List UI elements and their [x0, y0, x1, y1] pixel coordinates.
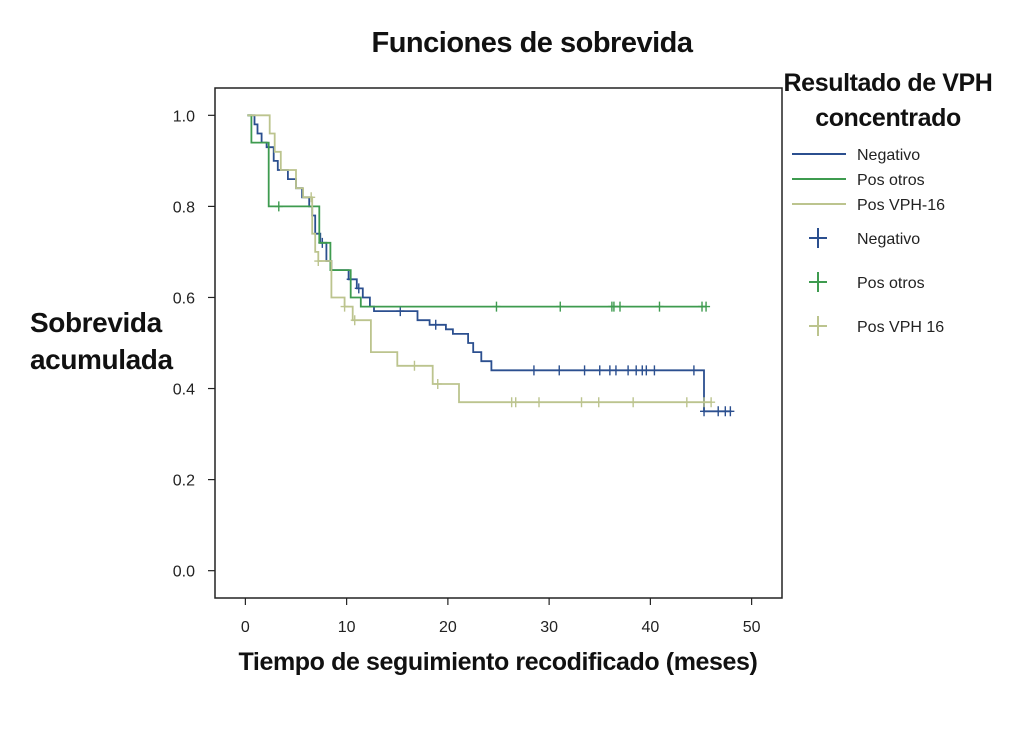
censor-mark-2-5	[433, 378, 442, 389]
censor-mark-2-1	[314, 256, 323, 267]
legend-censor-label-1: Pos otros	[857, 275, 925, 292]
series-layer	[247, 114, 735, 417]
censor-mark-0-6	[555, 365, 564, 376]
legend-entries: Negativo Negativo Pos otros Pos otros Pos VP…	[792, 147, 945, 336]
x-axis-title: Tiempo de seguimiento recodificado (mese…	[239, 648, 758, 676]
y-tick-label-0: 0.0	[173, 564, 195, 581]
x-tick-label-1: 10	[338, 619, 356, 636]
legend-censor-swatch-1	[809, 272, 827, 292]
censor-mark-0-11	[624, 365, 633, 376]
censor-mark-0-3	[396, 306, 405, 317]
censor-mark-0-14	[642, 365, 651, 376]
series-2	[247, 114, 716, 408]
y-tick-label-5: 1.0	[173, 108, 195, 125]
plot-frame	[214, 87, 783, 599]
legend-censor-swatch-2	[809, 316, 827, 336]
censor-mark-2-11	[629, 397, 638, 408]
censor-mark-2-4	[410, 360, 419, 371]
axes: 0 10 20 30 40 50 0.0 0.2 0.4 0.6 0.8 1.0	[173, 108, 761, 636]
x-tick-label-5: 50	[743, 619, 761, 636]
legend-censor-swatch-0	[809, 228, 827, 248]
y-tick-label-2: 0.4	[173, 382, 195, 399]
censor-mark-0-16	[689, 365, 698, 376]
censor-mark-1-5	[616, 301, 624, 312]
legend-line-label-2: Pos VPH-16	[857, 197, 945, 214]
censor-mark-2-3	[350, 315, 359, 326]
legend-line-label-1: Pos otros	[857, 172, 925, 189]
series-1	[247, 114, 711, 312]
y-axis-title-line-1: Sobrevida	[30, 307, 163, 338]
survival-line-0	[247, 114, 732, 413]
x-tick-label-4: 40	[641, 619, 659, 636]
censor-mark-2-8	[535, 397, 543, 408]
censor-mark-2-13	[700, 397, 709, 408]
censor-mark-0-8	[595, 365, 604, 376]
legend-censor-label-2: Pos VPH 16	[857, 319, 944, 336]
censor-mark-0-17	[700, 406, 709, 417]
y-tick-label-1: 0.2	[173, 473, 195, 490]
censor-mark-0-5	[529, 365, 538, 376]
censor-mark-2-14	[707, 397, 716, 408]
censor-mark-0-10	[611, 365, 620, 376]
censor-mark-0-18	[714, 406, 723, 417]
censor-mark-1-8	[702, 301, 711, 312]
censor-mark-2-0	[307, 192, 316, 203]
y-axis-title-line-2: acumulada	[30, 344, 174, 375]
censor-mark-0-15	[650, 365, 659, 376]
x-tick-label-3: 30	[540, 619, 558, 636]
censor-mark-0-7	[580, 365, 589, 376]
censor-mark-2-7	[511, 397, 520, 408]
y-tick-label-3: 0.6	[173, 290, 195, 307]
x-tick-label-2: 20	[439, 619, 457, 636]
legend-title-line-1: Resultado de VPH	[784, 69, 993, 97]
x-tick-label-0: 0	[241, 619, 250, 636]
y-tick-label-4: 0.8	[173, 199, 195, 216]
censor-mark-2-12	[682, 397, 691, 408]
censor-mark-1-0	[274, 201, 283, 212]
legend-line-label-0: Negativo	[857, 147, 920, 164]
censor-mark-2-9	[577, 397, 586, 408]
censor-mark-0-20	[726, 406, 735, 417]
censor-mark-0-2	[354, 283, 363, 294]
chart-title: Funciones de sobrevida	[372, 27, 694, 59]
censor-mark-0-4	[431, 319, 440, 330]
censor-mark-2-10	[594, 397, 603, 408]
series-0	[247, 114, 735, 417]
legend-title-line-2: concentrado	[815, 104, 961, 132]
survival-line-1	[247, 114, 707, 308]
censor-mark-1-1	[492, 301, 501, 312]
legend-censor-label-0: Negativo	[857, 231, 920, 248]
censor-mark-2-2	[340, 301, 349, 312]
censor-mark-1-6	[655, 301, 664, 312]
legend: Resultado de VPH concentrado NegativoNeg…	[784, 69, 993, 336]
censor-mark-1-2	[556, 301, 565, 312]
survival-line-2	[247, 114, 712, 404]
